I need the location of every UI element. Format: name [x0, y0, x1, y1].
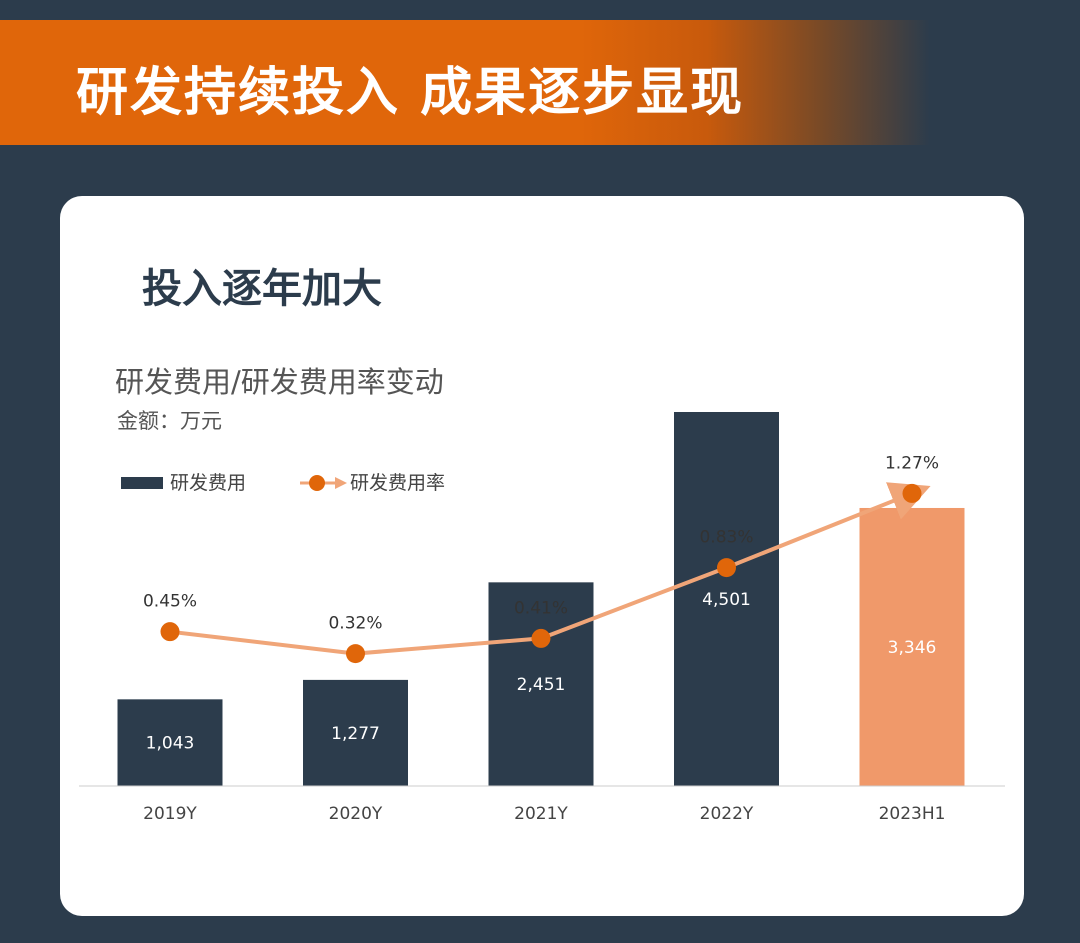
x-tick-label: 2019Y: [143, 804, 197, 824]
bar-value-label: 1,043: [146, 734, 195, 754]
rate-value-label: 1.27%: [885, 453, 939, 473]
chart: 研发费用/研发费用率变动 金额：万元 研发费用 研发费用率 1,043 1,277…: [79, 365, 1005, 824]
x-tick-label: 2022Y: [700, 804, 754, 824]
x-tick-label: 2021Y: [514, 804, 568, 824]
chart-card: 投入逐年加大 研发费用/研发费用率变动 金额：万元 研发费用 研发费用率 1,0…: [60, 196, 1024, 916]
bar-2023H1: [859, 507, 965, 786]
header-banner: [0, 20, 930, 145]
rate-point-2023H1: [902, 483, 922, 503]
rate-point-2021Y: [531, 628, 551, 648]
card-title: 投入逐年加大: [142, 266, 382, 312]
legend-line-label: 研发费用率: [350, 472, 445, 494]
rate-point-2020Y: [346, 644, 365, 664]
bar-2022Y: [674, 412, 779, 786]
legend-line-marker: [309, 475, 325, 491]
bar-value-label: 2,451: [517, 675, 566, 695]
legend-line-arrow: [335, 477, 347, 489]
chart-unit: 金额：万元: [117, 409, 222, 433]
bar-value-label: 3,346: [888, 638, 937, 658]
x-tick-label: 2020Y: [329, 804, 383, 824]
legend-bar-label: 研发费用: [170, 472, 246, 494]
header-title: 研发持续投入 成果逐步显现: [76, 63, 745, 123]
bar-value-label: 1,277: [331, 724, 380, 744]
bar-2021Y: [488, 582, 594, 786]
rate-point-2022Y: [717, 558, 736, 578]
bar-2019Y: [117, 699, 223, 786]
bar-value-label: 4,501: [702, 590, 751, 610]
chart-title: 研发费用/研发费用率变动: [115, 365, 444, 399]
x-tick-label: 2023H1: [879, 804, 946, 824]
rate-value-label: 0.83%: [699, 528, 753, 548]
bar-2020Y: [303, 679, 408, 786]
rate-value-label: 0.45%: [143, 592, 197, 612]
rate-value-label: 0.41%: [514, 598, 568, 618]
legend-bar-swatch: [121, 477, 163, 489]
rate-point-2019Y: [160, 622, 180, 642]
rate-value-label: 0.32%: [328, 614, 382, 634]
